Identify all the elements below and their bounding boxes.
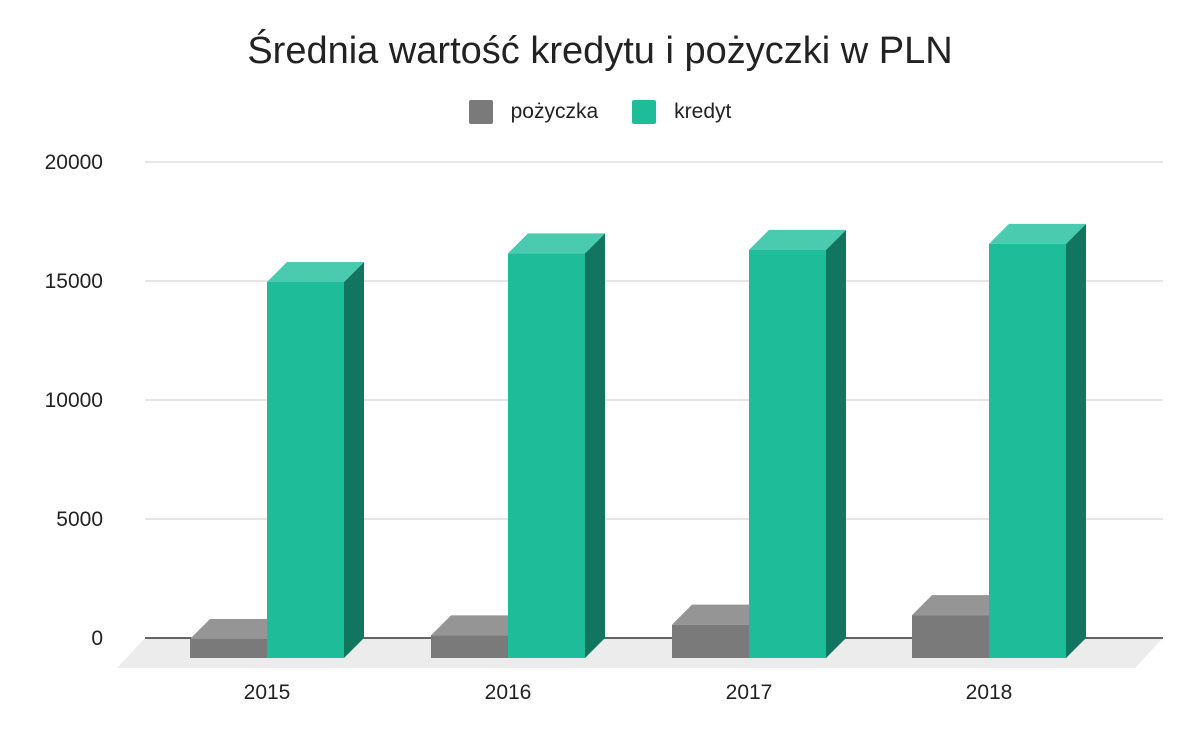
legend-swatch-pozyczka xyxy=(468,100,493,124)
bar-top-face xyxy=(672,604,769,625)
bar-top-face xyxy=(267,261,364,282)
bar-front-face xyxy=(508,253,585,658)
bar-top-face xyxy=(431,615,528,636)
bar-front-face xyxy=(267,281,344,658)
bar-side-face xyxy=(585,233,605,658)
x-tick-label: 2015 xyxy=(244,681,291,704)
bar-kredyt-2018 xyxy=(989,223,1086,658)
bar-kredyt-2016 xyxy=(508,233,605,658)
bar-front-face xyxy=(912,615,989,658)
x-tick-label: 2018 xyxy=(966,681,1013,704)
x-tick-label: 2017 xyxy=(726,681,773,704)
chart-title: Średnia wartość kredytu i pożyczki w PLN xyxy=(247,30,953,72)
bar-front-face xyxy=(190,638,267,658)
legend-label-pozyczka: pożyczka xyxy=(510,100,599,123)
legend-item-pozyczka: pożyczka xyxy=(468,100,599,124)
bar-side-face xyxy=(1066,223,1086,658)
bar-front-face xyxy=(749,249,826,658)
bar-side-face xyxy=(344,261,364,658)
x-tick-label: 2016 xyxy=(485,681,532,704)
chart-floor xyxy=(117,638,1163,668)
bar-top-face xyxy=(749,229,846,250)
y-tick-label: 10000 xyxy=(45,389,103,412)
bar-top-face xyxy=(508,233,605,254)
bar-pożyczka-2016 xyxy=(431,615,528,658)
bar-front-face xyxy=(431,635,508,658)
y-tick-label: 5000 xyxy=(56,508,103,531)
legend: pożyczka kredyt xyxy=(0,100,1200,124)
bar-front-face xyxy=(672,624,749,658)
y-tick-label: 0 xyxy=(91,627,103,650)
bar-kredyt-2015 xyxy=(267,261,364,658)
bar-top-face xyxy=(912,595,1009,616)
y-tick-label: 20000 xyxy=(45,151,103,174)
bar-front-face xyxy=(989,243,1066,658)
y-tick-label: 15000 xyxy=(45,270,103,293)
legend-label-kredyt: kredyt xyxy=(674,100,732,123)
bar-side-face xyxy=(826,229,846,658)
legend-swatch-kredyt xyxy=(632,100,657,124)
bar-kredyt-2017 xyxy=(749,229,846,658)
legend-item-kredyt: kredyt xyxy=(632,100,731,124)
bar-top-face xyxy=(989,223,1086,244)
bar-top-face xyxy=(190,618,287,639)
